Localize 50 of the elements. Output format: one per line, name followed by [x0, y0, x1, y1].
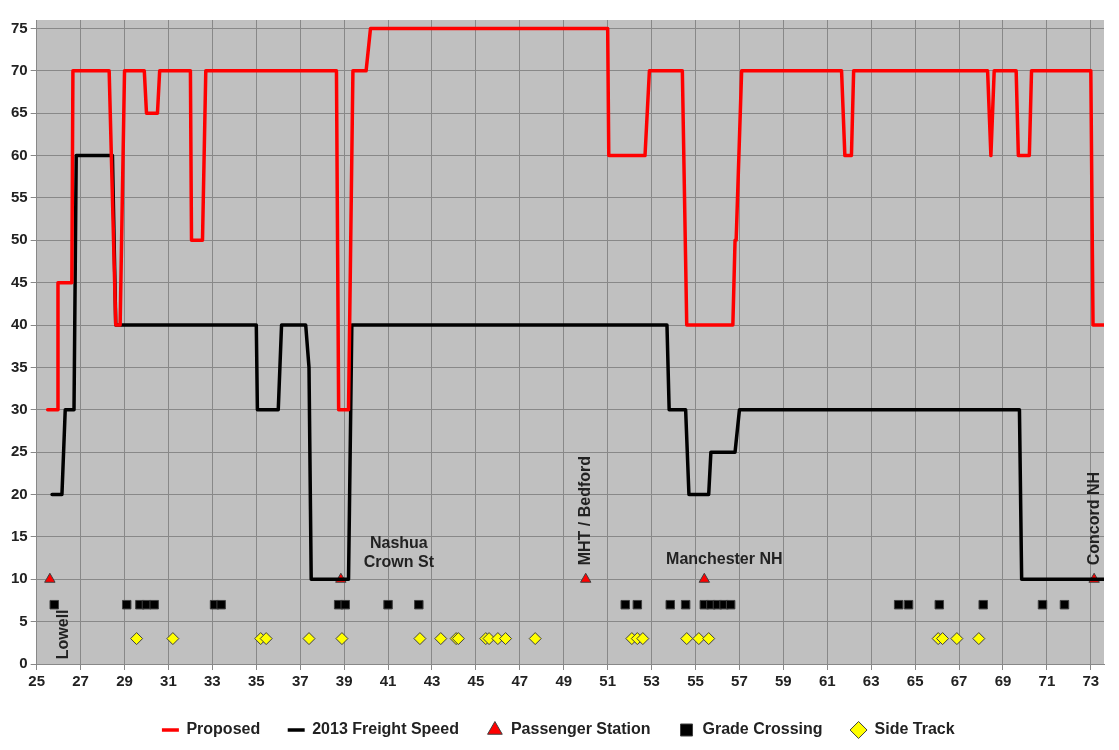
x-tick-label: 35: [247, 672, 265, 690]
legend-label: Proposed: [186, 720, 261, 738]
y-tick-label: 25: [11, 442, 28, 460]
x-tick-label: 57: [731, 672, 748, 690]
x-tick-label: 45: [467, 672, 485, 690]
y-tick-label: 75: [11, 18, 28, 36]
y-tick-label: 55: [11, 188, 28, 206]
x-tick-label: 27: [72, 672, 89, 690]
x-tick-label: 41: [379, 672, 397, 690]
y-tick-label: 5: [19, 611, 28, 629]
y-tick-label: 40: [11, 315, 28, 333]
x-tick-label: 67: [950, 672, 968, 690]
legend-label: 2013 Freight Speed: [312, 720, 459, 738]
x-tick-label: 61: [818, 672, 836, 690]
y-tick-label: 65: [11, 103, 28, 121]
x-tick-label: 43: [423, 672, 441, 690]
y-tick-label: 10: [11, 569, 28, 587]
y-tick-label: 30: [11, 399, 28, 417]
x-tick-label: 59: [775, 672, 792, 690]
y-tick-label: 70: [11, 60, 28, 78]
annotation: MHT / Bedford: [576, 455, 594, 566]
x-tick-label: 33: [204, 672, 221, 690]
x-tick-label: 55: [687, 672, 704, 690]
x-tick-label: 51: [599, 672, 617, 690]
annotation: Concord NH: [1084, 471, 1102, 566]
x-tick-label: 31: [160, 672, 177, 690]
x-tick-label: 71: [1038, 672, 1056, 690]
x-tick-label: 37: [291, 672, 309, 690]
legend-label: Side Track: [874, 720, 955, 738]
y-tick-label: 45: [11, 272, 28, 290]
x-tick-label: 63: [862, 672, 880, 690]
annotation: Lowell: [54, 609, 72, 660]
y-tick-label: 20: [11, 484, 28, 502]
y-tick-label: 15: [11, 527, 28, 545]
y-tick-label: 35: [11, 357, 28, 375]
x-tick-label: 49: [555, 672, 573, 690]
x-tick-label: 69: [994, 672, 1012, 690]
legend-label: Grade Crossing: [702, 720, 823, 738]
x-tick-label: 29: [116, 672, 133, 690]
y-tick-label: 50: [11, 230, 28, 248]
legend-label: Passenger Station: [510, 720, 651, 738]
y-tick-label: 0: [19, 654, 28, 672]
x-tick-label: 53: [643, 672, 660, 690]
x-tick-label: 65: [906, 672, 924, 690]
y-tick-label: 60: [11, 145, 28, 163]
annotation: Manchester NH: [666, 549, 783, 567]
x-tick-label: 39: [335, 672, 353, 690]
annotation: Nashua Crown St: [363, 533, 435, 570]
x-tick-label: 73: [1082, 672, 1100, 690]
x-tick-label: 47: [511, 672, 529, 690]
